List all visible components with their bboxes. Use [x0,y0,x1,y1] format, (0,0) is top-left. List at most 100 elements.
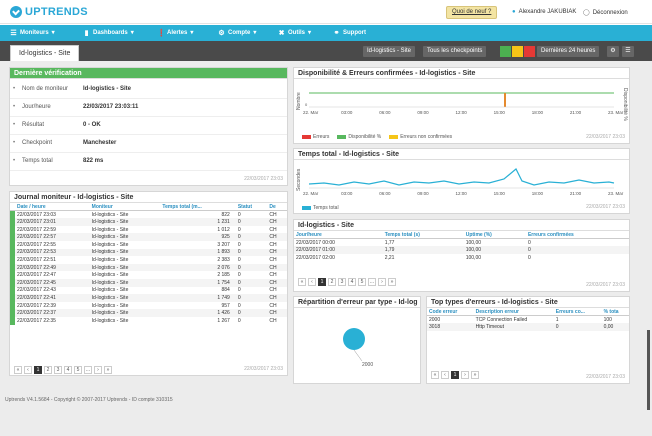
table-row[interactable]: 22/03/2017 22:55 Id-logistics - Site 3 207… [10,240,287,249]
page-button[interactable]: 4 [64,366,72,374]
legend-swatch [302,135,311,139]
pager-nav-button[interactable]: » [104,366,112,374]
page-button[interactable]: 4 [348,278,356,286]
table-cell: 22/03/2017 23:01 [15,218,90,226]
pager-nav-button[interactable]: « [298,278,306,286]
page-button[interactable]: 3 [54,366,62,374]
journal-panel: Journal moniteur - Id-logistics - Site D… [9,191,288,376]
checkpoint-filter[interactable]: Tous les checkpoints [423,46,487,57]
page-button[interactable]: 2 [328,278,336,286]
tab-site[interactable]: Id-logistics - Site [10,45,80,61]
table-row[interactable]: 22/03/2017 22:53 Id-logistics - Site 1 893… [10,248,287,257]
pager-nav-button[interactable]: › [378,278,386,286]
table-cell: 22/03/2017 23:03 [17,211,56,218]
legend-item[interactable]: Erreurs non confirmées [389,134,452,140]
page-button[interactable]: ... [84,366,92,374]
settings-button[interactable]: ⚙ [607,46,619,57]
column-header[interactable]: Description erreur [473,308,554,317]
status-marker [10,256,15,264]
table-row[interactable]: 22/03/2017 23:03 Id-logistics - Site 822 0 C… [10,210,287,219]
column-header[interactable]: Moniteur [89,203,161,212]
table-row[interactable]: 22/03/2017 22:35 Id-logistics - Site 1 267… [10,316,287,325]
pager-nav-button[interactable]: » [471,371,479,379]
pager-nav-button[interactable]: ‹ [441,371,449,379]
column-header[interactable]: Statut [235,203,268,212]
page-button[interactable]: 1 [318,278,326,286]
status-marker [10,278,15,287]
column-header[interactable]: Code erreur [427,308,474,317]
nav-moniteurs[interactable]: ☰ Moniteurs ▾ [10,25,54,41]
table-row[interactable]: 22/03/2017 00:00 1,77 100,00 0 [294,239,629,247]
table-row[interactable]: 22/03/2017 22:39 Id-logistics - Site 957 0 C… [10,301,287,310]
column-header[interactable]: Temps total (s) [382,231,464,240]
last-check-value: 22/03/2017 23:03:11 [80,98,287,117]
pager-nav-button[interactable]: › [94,366,102,374]
table-row[interactable]: 22/03/2017 22:45 Id-logistics - Site 1 754… [10,278,287,287]
legend-item[interactable]: Erreurs [302,134,329,140]
logout-link[interactable]: ◯ Déconnexion [583,9,628,17]
table-row[interactable]: 22/03/2017 22:47 Id-logistics - Site 2 185… [10,271,287,279]
table-row[interactable]: 22/03/2017 01:00 1,79 100,00 0 [294,246,629,254]
x-tick-label: 22. Mar [303,110,319,115]
column-header[interactable]: Date / heure [15,203,90,212]
page-button[interactable]: 5 [74,366,82,374]
menu-button[interactable]: ☰ [622,46,634,57]
table-row[interactable]: 2000 TCP Connection Failed 1 100 [427,316,629,324]
status-marker [10,309,15,317]
table-row[interactable]: 22/03/2017 22:59 Id-logistics - Site 1 012… [10,225,287,234]
column-header[interactable]: % tota [601,308,629,317]
table-row[interactable]: 22/03/2017 22:41 Id-logistics - Site 1 749… [10,294,287,302]
site-hourly-panel: Id-logistics - Site Jour/heure Temps tota… [293,219,630,292]
status-filter-warning[interactable] [512,46,523,57]
pager-nav-button[interactable]: « [431,371,439,379]
legend-item[interactable]: Disponibilité % [337,134,381,140]
page-button[interactable]: 1 [451,371,459,379]
monitor-filter[interactable]: Id-logistics - Site [363,46,416,57]
status-filter-ok[interactable] [500,46,511,57]
table-row[interactable]: 22/03/2017 02:00 2,21 100,00 0 [294,254,629,262]
nav-outils[interactable]: ✖ Outils ▾ [278,25,311,41]
pager-nav-button[interactable]: « [14,366,22,374]
column-header[interactable]: Temps total (m... [160,203,236,212]
table-row[interactable]: 22/03/2017 22:49 Id-logistics - Site 2 076… [10,263,287,272]
pager-nav-button[interactable]: ‹ [308,278,316,286]
column-header[interactable]: Erreurs co... [553,308,602,317]
column-header[interactable]: Jour/heure [294,231,383,240]
pager-nav-button[interactable]: ‹ [24,366,32,374]
pie-slice[interactable] [343,328,365,350]
table-row[interactable]: 22/03/2017 23:01 Id-logistics - Site 1 231… [10,218,287,226]
status-filter-error[interactable] [524,46,535,57]
panel-timestamp: 22/03/2017 23:03 [586,374,625,380]
page-button[interactable]: 1 [34,366,42,374]
nav-compte[interactable]: ⚙ Compte ▾ [218,25,256,41]
column-header[interactable]: De [267,203,287,212]
chevron-down-icon: ▾ [190,30,194,36]
page-scrollbar[interactable] [647,330,650,410]
status-marker [10,301,15,310]
key-label: Nom de moniteur [22,85,69,92]
total-time-legend: Temps total [302,205,339,211]
table-row[interactable]: 22/03/2017 22:51 Id-logistics - Site 2 383… [10,256,287,264]
pager-nav-button[interactable]: » [388,278,396,286]
table-row[interactable]: 3018 Http Timeout 0 0,00 [427,323,629,331]
table-cell: 2,21 [384,254,395,261]
column-header[interactable]: Erreurs confirmées [525,231,629,240]
pager-nav-button[interactable]: › [461,371,469,379]
whats-new-button[interactable]: Quoi de neuf ? [446,6,498,19]
page-button[interactable]: 3 [338,278,346,286]
page-button[interactable]: 5 [358,278,366,286]
nav-support[interactable]: ⚭ Support [333,25,366,41]
table-row[interactable]: 22/03/2017 22:37 Id-logistics - Site 1 426… [10,309,287,317]
uptrends-logo[interactable]: UPTRENDS [10,5,88,19]
table-row[interactable]: 22/03/2017 22:43 Id-logistics - Site 884 0 C… [10,286,287,295]
menu-icon: ☰ [625,48,631,54]
page-button[interactable]: 2 [44,366,52,374]
user-menu[interactable]: ● Alexandre JAKUBIAK [512,9,576,15]
legend-item[interactable]: Temps total [302,205,339,211]
table-row[interactable]: 22/03/2017 22:57 Id-logistics - Site 925 0 C… [10,233,287,241]
column-header[interactable]: Uptime (%) [463,231,526,240]
nav-alertes[interactable]: ❗ Alertes ▾ [157,25,193,41]
page-button[interactable]: ... [368,278,376,286]
nav-dashboards[interactable]: ▮ Dashboards ▾ [83,25,134,41]
period-filter[interactable]: Dernières 24 heures [537,46,600,57]
